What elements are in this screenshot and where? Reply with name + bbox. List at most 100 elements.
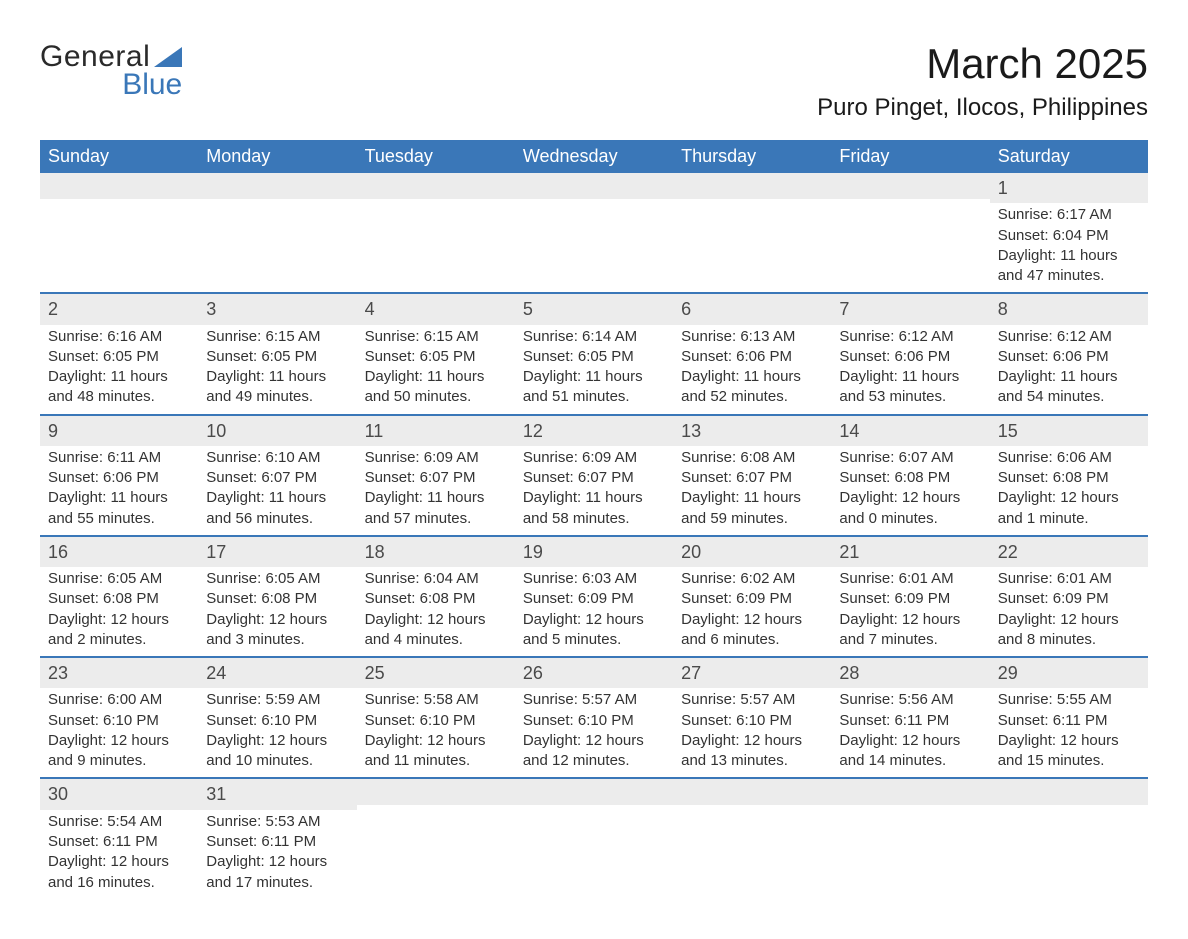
sunrise-text: Sunrise: 6:12 AM [998, 327, 1140, 347]
empty-day-bar [40, 173, 198, 199]
day-number: 14 [831, 416, 989, 446]
calendar-cell: 12Sunrise: 6:09 AMSunset: 6:07 PMDayligh… [515, 415, 673, 536]
empty-day-bar [357, 173, 515, 199]
sunrise-text: Sunrise: 6:09 AM [523, 448, 665, 468]
daylight-text-1: Daylight: 12 hours [839, 610, 981, 630]
sunset-text: Sunset: 6:11 PM [206, 832, 348, 852]
daylight-text-2: and 0 minutes. [839, 509, 981, 529]
daylight-text-1: Daylight: 12 hours [365, 610, 507, 630]
daylight-text-1: Daylight: 12 hours [681, 610, 823, 630]
daylight-text-2: and 3 minutes. [206, 630, 348, 650]
day-body: Sunrise: 6:16 AMSunset: 6:05 PMDaylight:… [40, 325, 198, 414]
calendar-cell: 30Sunrise: 5:54 AMSunset: 6:11 PMDayligh… [40, 778, 198, 898]
sunset-text: Sunset: 6:09 PM [839, 589, 981, 609]
sunset-text: Sunset: 6:08 PM [48, 589, 190, 609]
calendar-header-row: SundayMondayTuesdayWednesdayThursdayFrid… [40, 140, 1148, 173]
calendar-cell: 13Sunrise: 6:08 AMSunset: 6:07 PMDayligh… [673, 415, 831, 536]
sunrise-text: Sunrise: 5:55 AM [998, 690, 1140, 710]
calendar-cell [357, 173, 515, 293]
empty-day-bar [357, 779, 515, 805]
daylight-text-2: and 8 minutes. [998, 630, 1140, 650]
day-number: 23 [40, 658, 198, 688]
day-body: Sunrise: 6:09 AMSunset: 6:07 PMDaylight:… [357, 446, 515, 535]
day-body: Sunrise: 5:55 AMSunset: 6:11 PMDaylight:… [990, 688, 1148, 777]
day-body: Sunrise: 5:54 AMSunset: 6:11 PMDaylight:… [40, 810, 198, 899]
daylight-text-2: and 52 minutes. [681, 387, 823, 407]
daylight-text-1: Daylight: 11 hours [998, 246, 1140, 266]
day-body: Sunrise: 6:05 AMSunset: 6:08 PMDaylight:… [198, 567, 356, 656]
daylight-text-1: Daylight: 12 hours [48, 731, 190, 751]
calendar-cell: 3Sunrise: 6:15 AMSunset: 6:05 PMDaylight… [198, 293, 356, 414]
calendar-cell: 25Sunrise: 5:58 AMSunset: 6:10 PMDayligh… [357, 657, 515, 778]
daylight-text-2: and 15 minutes. [998, 751, 1140, 771]
day-body: Sunrise: 6:14 AMSunset: 6:05 PMDaylight:… [515, 325, 673, 414]
daylight-text-1: Daylight: 11 hours [681, 367, 823, 387]
day-body: Sunrise: 6:12 AMSunset: 6:06 PMDaylight:… [831, 325, 989, 414]
calendar-cell [990, 778, 1148, 898]
calendar-cell: 21Sunrise: 6:01 AMSunset: 6:09 PMDayligh… [831, 536, 989, 657]
calendar-cell [831, 173, 989, 293]
sunset-text: Sunset: 6:11 PM [839, 711, 981, 731]
day-body: Sunrise: 6:17 AMSunset: 6:04 PMDaylight:… [990, 203, 1148, 292]
daylight-text-1: Daylight: 11 hours [998, 367, 1140, 387]
logo: General Blue [40, 40, 182, 102]
sunset-text: Sunset: 6:11 PM [48, 832, 190, 852]
day-body: Sunrise: 6:15 AMSunset: 6:05 PMDaylight:… [198, 325, 356, 414]
sunrise-text: Sunrise: 6:06 AM [998, 448, 1140, 468]
day-body: Sunrise: 6:12 AMSunset: 6:06 PMDaylight:… [990, 325, 1148, 414]
daylight-text-2: and 48 minutes. [48, 387, 190, 407]
sunset-text: Sunset: 6:07 PM [523, 468, 665, 488]
day-body: Sunrise: 6:06 AMSunset: 6:08 PMDaylight:… [990, 446, 1148, 535]
day-header: Wednesday [515, 140, 673, 173]
daylight-text-2: and 16 minutes. [48, 873, 190, 893]
day-number: 7 [831, 294, 989, 324]
daylight-text-2: and 54 minutes. [998, 387, 1140, 407]
day-body: Sunrise: 6:02 AMSunset: 6:09 PMDaylight:… [673, 567, 831, 656]
sunrise-text: Sunrise: 6:15 AM [365, 327, 507, 347]
daylight-text-1: Daylight: 11 hours [206, 367, 348, 387]
header: General Blue March 2025 Puro Pinget, Ilo… [40, 40, 1148, 122]
sunrise-text: Sunrise: 6:05 AM [48, 569, 190, 589]
day-body: Sunrise: 6:07 AMSunset: 6:08 PMDaylight:… [831, 446, 989, 535]
empty-day-bar [515, 779, 673, 805]
daylight-text-1: Daylight: 12 hours [839, 731, 981, 751]
sunrise-text: Sunrise: 6:09 AM [365, 448, 507, 468]
day-body: Sunrise: 5:57 AMSunset: 6:10 PMDaylight:… [515, 688, 673, 777]
day-number: 6 [673, 294, 831, 324]
day-number: 15 [990, 416, 1148, 446]
day-body: Sunrise: 6:10 AMSunset: 6:07 PMDaylight:… [198, 446, 356, 535]
day-body: Sunrise: 6:01 AMSunset: 6:09 PMDaylight:… [990, 567, 1148, 656]
page-title: March 2025 [817, 40, 1148, 88]
day-number: 10 [198, 416, 356, 446]
sunset-text: Sunset: 6:06 PM [48, 468, 190, 488]
empty-day-bar [990, 779, 1148, 805]
day-number: 29 [990, 658, 1148, 688]
day-number: 19 [515, 537, 673, 567]
calendar-cell: 31Sunrise: 5:53 AMSunset: 6:11 PMDayligh… [198, 778, 356, 898]
day-number: 4 [357, 294, 515, 324]
sunrise-text: Sunrise: 6:11 AM [48, 448, 190, 468]
daylight-text-2: and 6 minutes. [681, 630, 823, 650]
sunrise-text: Sunrise: 6:05 AM [206, 569, 348, 589]
daylight-text-2: and 7 minutes. [839, 630, 981, 650]
calendar-body: 1Sunrise: 6:17 AMSunset: 6:04 PMDaylight… [40, 173, 1148, 899]
logo-text-blue: Blue [110, 68, 182, 102]
daylight-text-1: Daylight: 12 hours [206, 852, 348, 872]
daylight-text-2: and 9 minutes. [48, 751, 190, 771]
sunrise-text: Sunrise: 6:02 AM [681, 569, 823, 589]
day-number: 25 [357, 658, 515, 688]
sunrise-text: Sunrise: 5:56 AM [839, 690, 981, 710]
daylight-text-2: and 51 minutes. [523, 387, 665, 407]
day-body: Sunrise: 5:57 AMSunset: 6:10 PMDaylight:… [673, 688, 831, 777]
sunset-text: Sunset: 6:10 PM [206, 711, 348, 731]
calendar-cell: 28Sunrise: 5:56 AMSunset: 6:11 PMDayligh… [831, 657, 989, 778]
calendar-cell [357, 778, 515, 898]
sunset-text: Sunset: 6:08 PM [365, 589, 507, 609]
day-number: 31 [198, 779, 356, 809]
daylight-text-1: Daylight: 12 hours [48, 610, 190, 630]
day-number: 28 [831, 658, 989, 688]
empty-day-bar [673, 173, 831, 199]
day-body: Sunrise: 6:09 AMSunset: 6:07 PMDaylight:… [515, 446, 673, 535]
sunrise-text: Sunrise: 6:15 AM [206, 327, 348, 347]
calendar-cell: 20Sunrise: 6:02 AMSunset: 6:09 PMDayligh… [673, 536, 831, 657]
